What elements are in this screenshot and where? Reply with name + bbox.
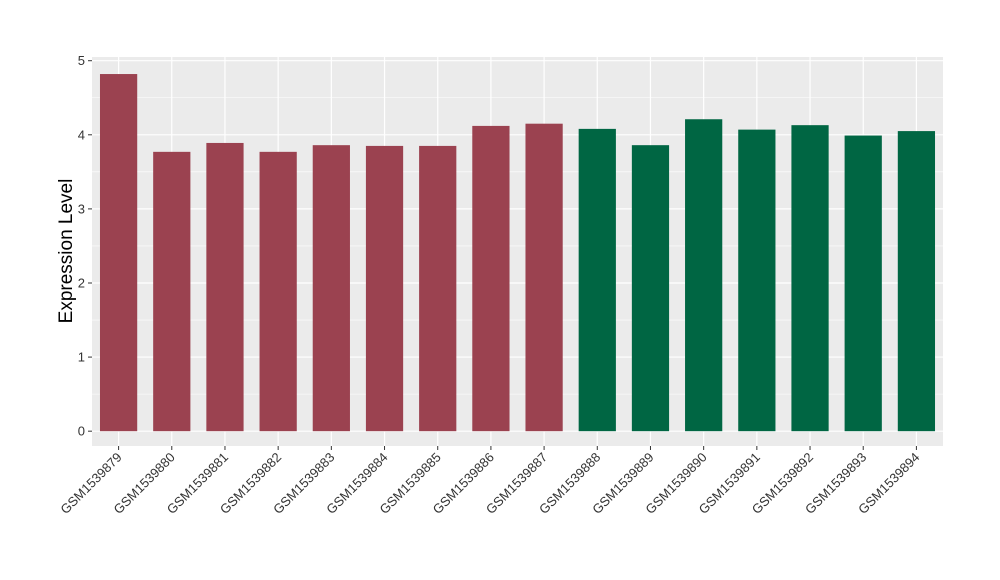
bars xyxy=(99,74,936,432)
bar-GSM1539882 xyxy=(259,151,297,432)
bar-GSM1539891 xyxy=(738,129,776,432)
x-axis: GSM1539879GSM1539880GSM1539881GSM1539882… xyxy=(57,446,923,517)
bar-GSM1539889 xyxy=(631,145,670,432)
bar-GSM1539892 xyxy=(791,125,829,432)
y-axis: 0 1 2 3 4 5 xyxy=(78,53,92,439)
bar-GSM1539883 xyxy=(312,145,350,432)
y-axis-title: Expression Level xyxy=(56,179,77,324)
y-tick-label: 5 xyxy=(78,53,85,68)
y-tick-label: 2 xyxy=(78,275,85,290)
bar-GSM1539888 xyxy=(578,128,616,432)
bar-GSM1539880 xyxy=(153,151,191,432)
bar-GSM1539879 xyxy=(99,74,138,432)
y-tick-label: 4 xyxy=(78,127,85,142)
bar-GSM1539890 xyxy=(685,119,723,432)
bar-GSM1539885 xyxy=(419,145,457,432)
y-tick-label: 3 xyxy=(78,201,85,216)
bar-GSM1539893 xyxy=(844,135,882,432)
bar-GSM1539884 xyxy=(365,145,404,432)
bar-GSM1539894 xyxy=(897,131,936,432)
bar-GSM1539887 xyxy=(525,123,563,432)
y-tick-label: 0 xyxy=(78,424,85,439)
y-tick-label: 1 xyxy=(78,350,85,365)
bar-GSM1539886 xyxy=(472,125,510,432)
bar-GSM1539881 xyxy=(206,142,244,432)
